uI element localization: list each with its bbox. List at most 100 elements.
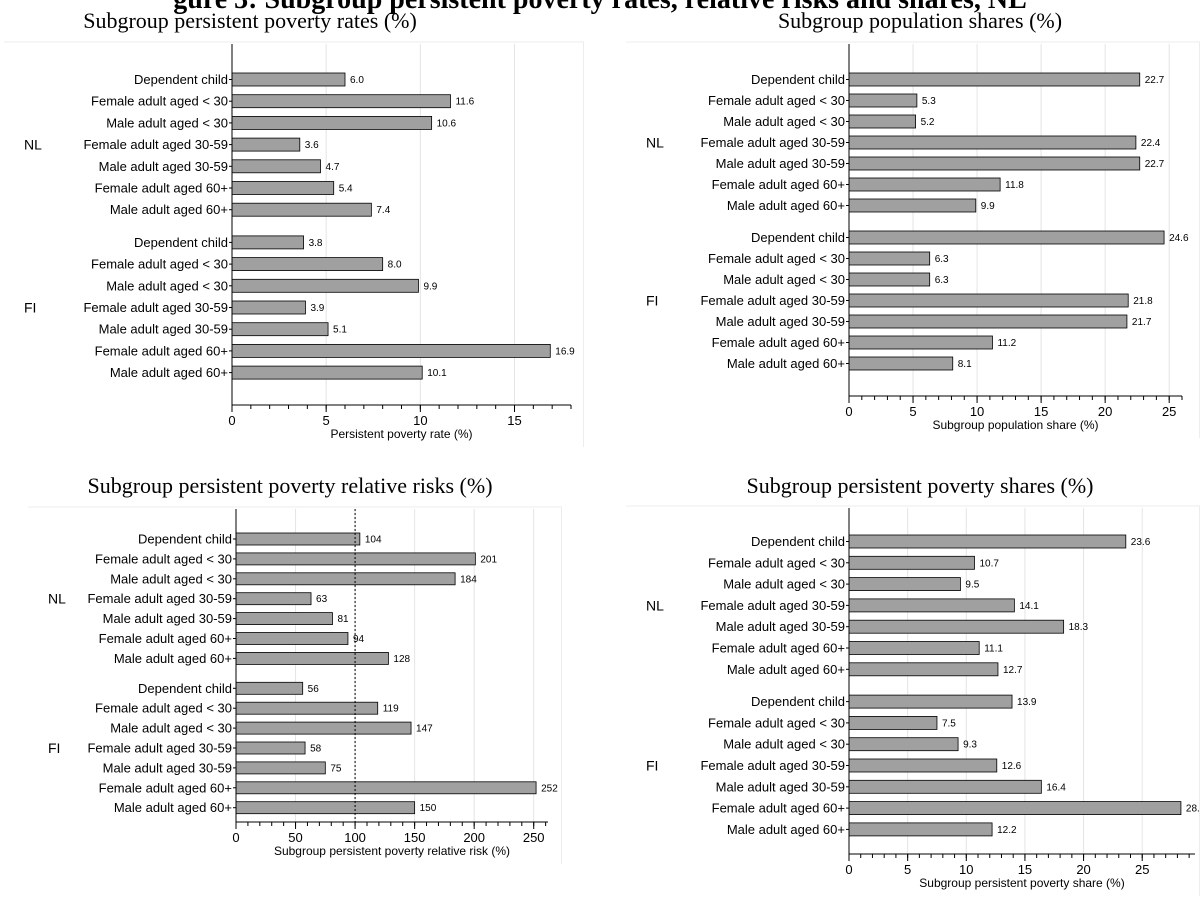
data-label: 252 — [541, 783, 558, 794]
data-label: 28.3 — [1186, 804, 1200, 815]
tick-label: 15 — [1018, 862, 1032, 877]
category-label: Female adult aged 60+ — [712, 335, 845, 350]
category-label: Dependent child — [751, 230, 845, 245]
bar — [231, 343, 551, 358]
bar — [235, 572, 456, 586]
data-label: 4.7 — [326, 162, 340, 173]
category-label: Female adult aged 30-59 — [700, 598, 845, 613]
bar — [848, 779, 1042, 794]
data-label: 22.7 — [1145, 75, 1165, 86]
bar — [231, 278, 419, 293]
data-label: 58 — [310, 744, 322, 755]
data-label: 22.4 — [1141, 138, 1161, 149]
category-label: Male adult aged 60+ — [727, 662, 845, 677]
category-label: Female adult aged 60+ — [95, 181, 228, 196]
category-label: Female adult aged 30-59 — [87, 591, 232, 606]
data-label: 12.2 — [997, 825, 1017, 836]
bar — [231, 300, 306, 315]
data-label: 3.9 — [310, 303, 324, 314]
data-label: 3.8 — [309, 238, 323, 249]
data-label: 12.7 — [1003, 665, 1023, 676]
data-label: 21.7 — [1132, 317, 1152, 328]
data-label: 201 — [480, 554, 497, 565]
x-axis-title: Subgroup persistent poverty relative ris… — [274, 844, 510, 858]
bar — [848, 716, 938, 730]
category-label: Female adult aged 60+ — [99, 631, 232, 646]
category-label: Female adult aged 60+ — [99, 780, 232, 795]
bar — [848, 534, 1127, 549]
category-label: Male adult aged 30-59 — [103, 611, 232, 626]
bar — [848, 177, 1001, 192]
data-label: 184 — [460, 574, 477, 585]
bar — [848, 619, 1065, 634]
category-label: Dependent child — [134, 72, 228, 87]
data-label: 6.3 — [935, 254, 949, 265]
category-label: Male adult aged < 30 — [723, 114, 845, 129]
data-label: 128 — [393, 654, 410, 665]
bar — [235, 721, 412, 735]
data-label: 13.9 — [1017, 697, 1037, 708]
data-label: 81 — [337, 614, 349, 625]
category-label: Male adult aged 30-59 — [716, 779, 845, 794]
data-label: 9.9 — [423, 281, 437, 292]
bar — [231, 159, 321, 174]
data-label: 18.3 — [1069, 622, 1089, 633]
bar — [231, 235, 304, 250]
bar — [235, 612, 333, 625]
x-axis-title: Subgroup persistent poverty share (%) — [919, 876, 1124, 890]
category-label: Female adult aged < 30 — [95, 701, 232, 716]
bar — [848, 272, 931, 287]
data-label: 10.6 — [437, 118, 457, 129]
bar — [235, 741, 306, 755]
data-label: 94 — [353, 634, 365, 645]
category-label: Female adult aged < 30 — [708, 93, 845, 108]
category-label: Female adult aged 60+ — [712, 177, 845, 192]
bar — [231, 181, 335, 195]
bar — [231, 116, 433, 130]
bar — [235, 801, 416, 815]
group-label: FI — [646, 293, 658, 309]
category-label: Female adult aged 60+ — [712, 641, 845, 656]
group-label: NL — [48, 591, 66, 607]
data-label: 11.8 — [1005, 180, 1024, 191]
category-label: Dependent child — [751, 694, 845, 709]
bar — [235, 681, 304, 695]
tick-label: 200 — [463, 830, 485, 845]
bar — [848, 72, 1141, 87]
data-label: 5.2 — [921, 117, 935, 128]
bar — [235, 761, 326, 775]
bar — [848, 293, 1129, 308]
category-label: Dependent child — [138, 681, 232, 696]
category-label: Male adult aged 30-59 — [99, 322, 228, 337]
bar — [848, 758, 998, 773]
bar — [231, 257, 384, 272]
category-label: Dependent child — [134, 235, 228, 250]
x-axis-title: Subgroup population share (%) — [932, 418, 1098, 432]
category-label: Male adult aged 60+ — [727, 356, 845, 371]
bar — [848, 737, 959, 752]
bar — [848, 598, 1015, 613]
bar — [231, 137, 301, 152]
data-label: 6.3 — [935, 275, 949, 286]
tick-label: 5 — [909, 404, 916, 419]
tick-label: 15 — [507, 413, 521, 428]
bar — [231, 202, 372, 217]
data-label: 119 — [383, 704, 399, 715]
category-label: Male adult aged 30-59 — [716, 619, 845, 634]
tick-label: 0 — [845, 862, 852, 877]
tick-label: 100 — [344, 830, 366, 845]
category-label: Dependent child — [138, 532, 232, 547]
tick-label: 5 — [904, 862, 911, 877]
category-label: Female adult aged 60+ — [95, 343, 228, 358]
data-label: 14.1 — [1019, 601, 1039, 612]
category-label: Female adult aged 30-59 — [700, 293, 845, 308]
data-label: 7.4 — [376, 205, 390, 216]
panel-title-poverty-shares: Subgroup persistent poverty shares (%) — [746, 473, 1094, 498]
data-label: 8.1 — [958, 359, 972, 370]
tick-label: 10 — [413, 413, 427, 428]
category-label: Male adult aged 60+ — [114, 800, 232, 815]
bar — [235, 552, 476, 566]
data-label: 12.6 — [1002, 761, 1022, 772]
category-label: Male adult aged 30-59 — [716, 314, 845, 329]
category-label: Male adult aged 60+ — [727, 822, 845, 837]
